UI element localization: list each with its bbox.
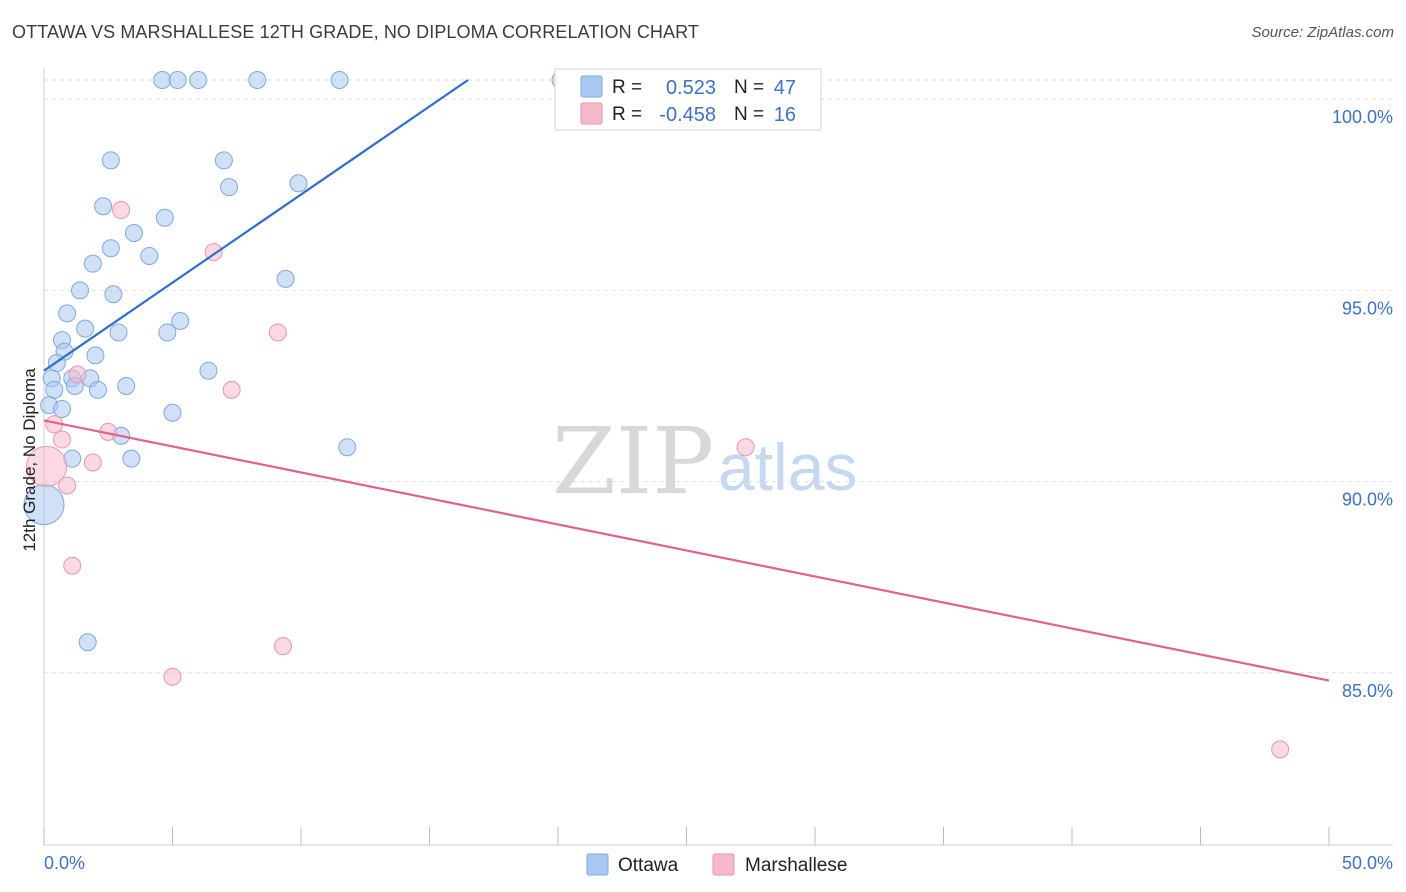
ottawa-point: [58, 304, 77, 323]
ottawa-point: [158, 323, 177, 342]
marshallese-point: [222, 380, 241, 399]
marshallese-point: [112, 201, 131, 220]
ottawa-point: [214, 151, 233, 170]
ottawa-point: [78, 633, 97, 652]
legend-item-marshallese-swatch: [712, 853, 735, 876]
marshallese-point: [163, 667, 182, 686]
ottawa-point: [104, 285, 123, 304]
watermark-atlas: atlas: [718, 430, 857, 504]
ottawa-point: [155, 208, 174, 227]
y-tick-label: 100.0%: [1332, 107, 1393, 127]
marshallese-trend-line: [43, 419, 1330, 682]
ottawa-point: [101, 151, 120, 170]
legend-n-value-marshallese: 16: [774, 104, 796, 126]
marshallese-point: [58, 476, 77, 495]
ottawa-point: [94, 197, 113, 216]
ottawa-point: [220, 178, 239, 197]
ottawa-point: [199, 361, 218, 380]
ottawa-point: [117, 377, 136, 395]
legend-series: Ottawa Marshallese: [586, 853, 847, 876]
x-tick-label-min: 0.0%: [44, 853, 85, 873]
gridlines: [44, 79, 1393, 674]
watermark-zip: ZIP: [552, 408, 714, 515]
ottawa-point: [330, 71, 349, 89]
legend-r-label-ottawa: R =: [612, 77, 642, 98]
ottawa-point: [45, 380, 64, 399]
ottawa-point: [88, 380, 107, 399]
legend-swatch-ottawa: [580, 75, 603, 98]
x-tick-label-max: 50.0%: [1342, 853, 1393, 873]
x-ticks: [43, 827, 1330, 845]
ottawa-point: [86, 346, 105, 365]
ottawa-point: [70, 281, 89, 300]
ottawa-point: [140, 246, 159, 265]
ottawa-point: [122, 449, 141, 468]
ottawa-point: [153, 71, 172, 89]
ottawa-point: [248, 71, 267, 89]
y-tick-label: 85.0%: [1342, 681, 1393, 701]
ottawa-point: [52, 399, 71, 418]
ottawa-point: [189, 71, 208, 89]
legend-item-marshallese-label: Marshallese: [745, 855, 847, 876]
y-tick-label: 95.0%: [1342, 298, 1393, 318]
chart-title: OTTAWA VS MARSHALLESE 12TH GRADE, NO DIP…: [12, 22, 700, 42]
marshallese-point: [83, 453, 102, 472]
ottawa-point: [163, 403, 182, 422]
y-tick-labels: 85.0% 90.0% 95.0% 100.0%: [1332, 107, 1393, 701]
trend-lines: [43, 79, 1330, 682]
ottawa-point: [124, 224, 143, 242]
ottawa-point: [171, 311, 190, 330]
data-points: [23, 71, 1290, 759]
legend-n-value-ottawa: 47: [774, 77, 796, 99]
watermark: ZIP atlas: [552, 408, 857, 515]
ottawa-trend-line: [43, 79, 469, 372]
ottawa-point: [338, 438, 357, 457]
y-axis-title: 12th Grade, No Diploma: [20, 368, 39, 552]
marshallese-point: [1271, 740, 1290, 759]
ottawa-point: [276, 269, 295, 288]
ottawa-point: [101, 239, 120, 258]
marshallese-point: [736, 438, 755, 457]
ottawa-point: [289, 174, 308, 193]
ottawa-point: [109, 323, 128, 342]
legend-r-label-marshallese: R =: [612, 104, 642, 125]
marshallese-point: [268, 323, 287, 342]
ottawa-point: [76, 319, 95, 338]
ottawa-point: [83, 254, 102, 273]
marshallese-point: [52, 430, 71, 449]
legend-item-ottawa-label: Ottawa: [618, 855, 679, 876]
marshallese-point: [68, 365, 87, 384]
marshallese-point: [63, 556, 82, 575]
marshallese-point: [26, 445, 68, 487]
legend-r-value-marshallese: -0.458: [659, 104, 716, 126]
legend-swatch-marshallese: [580, 102, 603, 125]
legend-stats: R = 0.523 N = 47 R = -0.458 N = 16: [554, 68, 822, 131]
y-tick-label: 90.0%: [1342, 490, 1393, 510]
legend-r-value-ottawa: 0.523: [666, 77, 716, 99]
source-note: Source: ZipAtlas.com: [1251, 24, 1394, 41]
marshallese-point: [274, 637, 293, 656]
legend-n-label-marshallese: N =: [734, 104, 764, 125]
ottawa-point: [168, 71, 187, 89]
legend-item-ottawa-swatch: [586, 853, 609, 876]
legend-n-label-ottawa: N =: [734, 77, 764, 98]
